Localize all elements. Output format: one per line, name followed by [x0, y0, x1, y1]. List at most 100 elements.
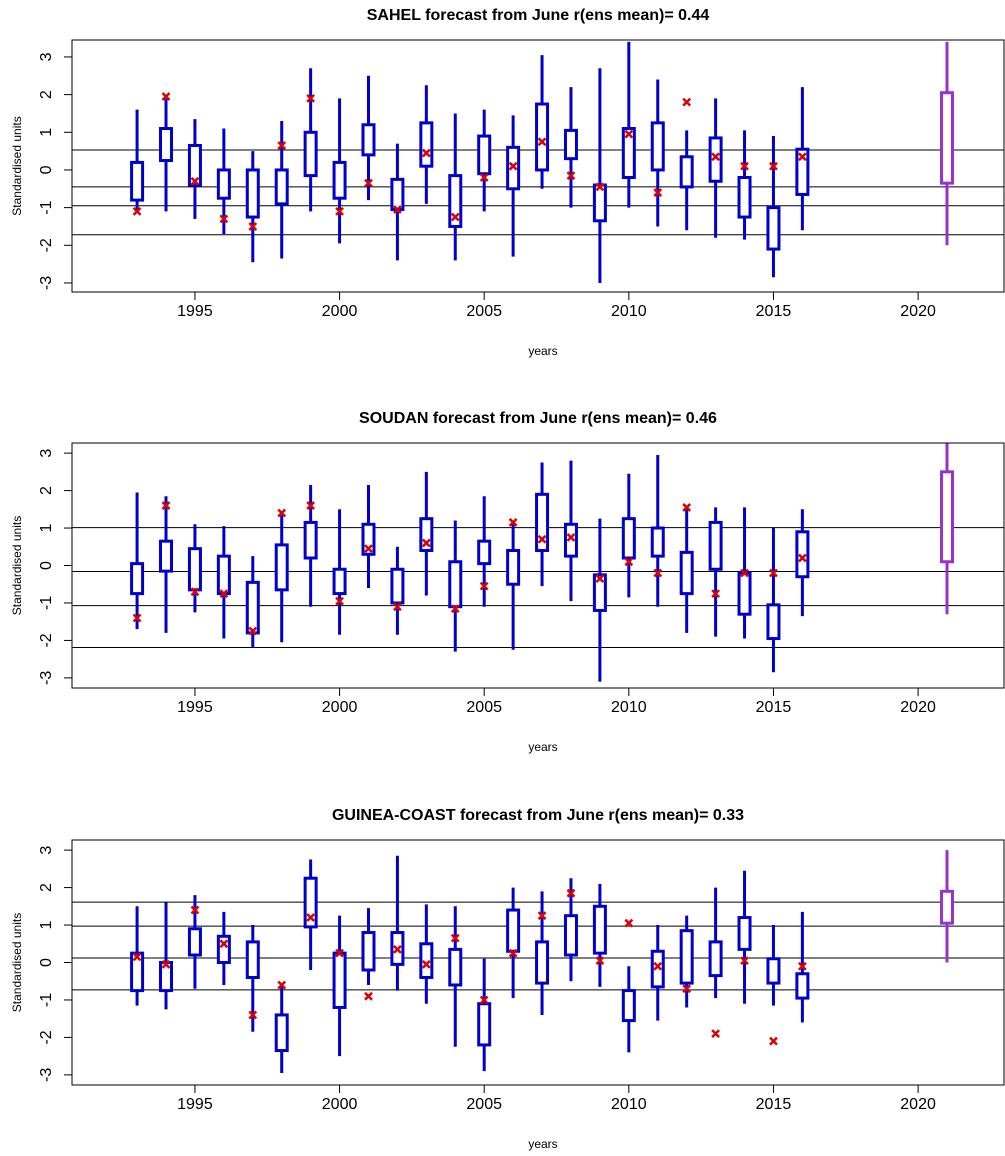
x-tick-label: 2000	[322, 1096, 358, 1113]
box	[390, 567, 405, 605]
x-tick-label: 2000	[322, 303, 358, 320]
box	[419, 121, 434, 168]
observed-marker	[219, 589, 229, 598]
x-tick-label: 2010	[611, 1096, 647, 1113]
observed-marker	[537, 137, 547, 147]
observed-marker	[624, 557, 634, 567]
box	[419, 942, 434, 979]
observed-marker	[653, 961, 663, 971]
box	[737, 571, 752, 616]
observed-marker	[306, 913, 316, 922]
box	[274, 1013, 289, 1053]
observed-marker	[508, 161, 518, 171]
box	[592, 183, 607, 223]
observed-marker	[161, 92, 171, 101]
observed-marker	[798, 152, 807, 162]
box	[361, 522, 376, 556]
observed-marker	[190, 905, 200, 915]
box	[448, 947, 463, 987]
box	[245, 168, 260, 219]
x-tick-label: 2020	[900, 1096, 936, 1113]
observed-marker	[364, 178, 373, 188]
observed-marker	[479, 173, 489, 182]
observed-marker	[798, 961, 807, 971]
x-tick-label: 2015	[756, 1096, 792, 1113]
chart-title: GUINEA-COAST forecast from June r(ens me…	[332, 807, 744, 824]
box	[795, 147, 810, 196]
y-tick-label: 1	[38, 523, 55, 532]
observed-marker	[537, 911, 547, 921]
observed-marker	[393, 945, 402, 954]
observed-marker	[132, 207, 142, 216]
observed-marker	[421, 538, 431, 548]
chart-title: SOUDAN forecast from June r(ens mean)= 0…	[359, 410, 717, 427]
box	[592, 573, 607, 612]
observed-marker	[508, 948, 518, 958]
y-tick-label: 2	[38, 90, 55, 99]
observed-marker	[248, 1010, 258, 1020]
y-tick-label: -3	[38, 671, 55, 685]
x-axis-label: years	[528, 344, 557, 358]
box	[477, 539, 492, 566]
observed-marker	[769, 568, 778, 578]
observed-marker	[566, 171, 576, 180]
observed-marker	[393, 602, 402, 612]
x-tick-label: 1995	[177, 1096, 213, 1113]
x-tick-label: 2005	[466, 699, 502, 716]
observed-marker	[335, 207, 344, 216]
observed-marker	[624, 918, 634, 928]
box	[708, 940, 723, 978]
observed-marker	[248, 222, 258, 231]
box	[563, 522, 578, 558]
box	[940, 889, 955, 925]
y-tick-label: -1	[38, 200, 55, 214]
y-tick-label: -1	[38, 993, 55, 1007]
observed-marker	[277, 508, 287, 518]
y-tick-label: -2	[38, 238, 55, 252]
y-tick-label: 2	[38, 486, 55, 495]
box	[679, 550, 694, 596]
box	[245, 940, 260, 979]
box	[419, 517, 434, 553]
observed-marker	[248, 626, 258, 636]
observed-marker	[132, 952, 142, 962]
observed-marker	[335, 948, 344, 958]
observed-marker	[769, 161, 778, 171]
observed-marker	[682, 503, 692, 512]
observed-marker	[364, 991, 373, 1001]
box	[361, 123, 376, 157]
box	[332, 567, 347, 596]
observed-marker	[798, 553, 807, 563]
box	[708, 520, 723, 571]
y-tick-label: 0	[38, 165, 55, 174]
y-tick-label: 3	[38, 52, 55, 61]
box	[361, 931, 376, 972]
box	[766, 957, 781, 985]
box	[650, 121, 665, 172]
y-tick-label: -2	[38, 1030, 55, 1044]
box	[506, 549, 521, 586]
observed-marker	[306, 94, 316, 103]
box	[621, 989, 636, 1023]
box	[216, 554, 231, 596]
y-tick-label: -3	[38, 276, 55, 290]
box	[563, 128, 578, 161]
observed-marker	[450, 212, 460, 222]
observed-marker	[335, 596, 344, 606]
x-tick-label: 1995	[177, 303, 213, 320]
x-tick-label: 2015	[756, 699, 792, 716]
y-tick-label: 0	[38, 958, 55, 967]
box	[940, 91, 955, 185]
x-tick-label: 2000	[322, 699, 358, 716]
y-tick-label: 1	[38, 128, 55, 137]
observed-marker	[277, 141, 287, 150]
box	[766, 206, 781, 251]
y-tick-label: 1	[38, 920, 55, 929]
box	[737, 916, 752, 951]
box	[535, 492, 550, 553]
box	[303, 520, 318, 560]
box	[303, 130, 318, 178]
box	[592, 904, 607, 955]
box	[159, 539, 174, 573]
